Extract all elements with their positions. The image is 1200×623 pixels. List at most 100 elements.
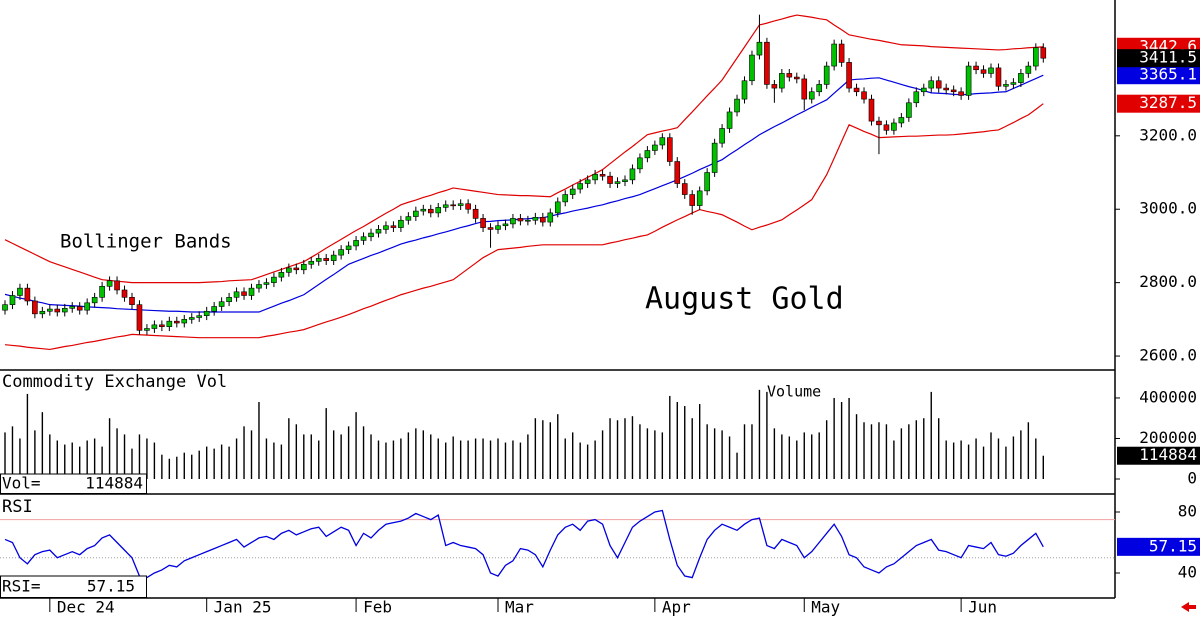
candle-body xyxy=(9,295,16,305)
candle-body xyxy=(1010,82,1017,85)
candle-body xyxy=(950,89,957,93)
candle-body xyxy=(1025,65,1032,74)
candle-body xyxy=(248,287,255,296)
candle-body xyxy=(846,62,852,89)
x-tick-label: May xyxy=(811,598,840,617)
candle-body xyxy=(76,306,83,311)
candle-body xyxy=(450,204,456,207)
candle-body xyxy=(308,261,315,265)
candle-body xyxy=(749,54,755,82)
candle-body xyxy=(1018,73,1024,83)
candle-body xyxy=(883,124,890,131)
candle-body xyxy=(32,300,38,315)
candle-body xyxy=(465,203,471,210)
y-tick-label: 80 xyxy=(1178,501,1197,520)
candle-body xyxy=(711,142,718,173)
candle-body xyxy=(756,41,763,56)
candle-body xyxy=(510,218,516,225)
bollinger-band xyxy=(4,74,1044,313)
candle-body xyxy=(540,217,546,223)
candle-body xyxy=(166,320,173,327)
x-tick-label: Feb xyxy=(363,598,392,617)
candle-body xyxy=(614,181,621,184)
candle-body xyxy=(913,91,920,104)
candle-body xyxy=(816,84,823,93)
candle-body xyxy=(278,272,285,278)
candle-body xyxy=(793,76,800,80)
candle-body xyxy=(958,91,964,96)
candle-body xyxy=(315,258,322,262)
annotation: Bollinger Bands xyxy=(60,231,232,253)
candle-body xyxy=(390,225,397,228)
candle-body xyxy=(159,324,165,327)
candle-body xyxy=(286,267,292,273)
readout-value: 57.15 xyxy=(87,577,135,596)
candle-body xyxy=(174,320,180,324)
candle-body xyxy=(823,65,830,85)
candle-body xyxy=(525,219,531,222)
candle-body xyxy=(764,41,770,85)
candle-body xyxy=(652,144,658,151)
candle-body xyxy=(838,43,845,63)
candle-body xyxy=(442,204,449,208)
candle-body xyxy=(353,240,359,247)
candle-body xyxy=(330,254,337,261)
last-value-box xyxy=(1117,446,1200,465)
candle-body xyxy=(517,218,524,222)
last-value-label: 3365.1 xyxy=(1139,65,1197,84)
y-tick-label: 3000.0 xyxy=(1139,199,1197,218)
y-tick-label: 0 xyxy=(1187,469,1197,488)
candle-body xyxy=(114,280,120,291)
candle-body xyxy=(47,308,53,312)
candle-body xyxy=(405,216,412,221)
candle-body xyxy=(584,179,591,184)
candle-body xyxy=(696,190,703,206)
candle-body xyxy=(995,67,1002,87)
candle-body xyxy=(263,282,270,285)
last-value-label: 3411.5 xyxy=(1139,48,1197,67)
candle-body xyxy=(689,194,696,206)
candle-body xyxy=(532,217,539,221)
candle-body xyxy=(577,183,583,190)
candle-body xyxy=(808,91,815,100)
candle-body xyxy=(592,174,598,181)
y-tick-label: 400000 xyxy=(1139,387,1197,406)
last-value-box xyxy=(1117,94,1200,113)
candle-body xyxy=(704,172,710,192)
candle-body xyxy=(398,219,404,228)
candle-body xyxy=(457,203,464,206)
candle-body xyxy=(943,87,949,91)
x-tick-label: Dec 24 xyxy=(57,598,115,617)
candle-body xyxy=(360,236,367,241)
x-tick-label: Jan 25 xyxy=(214,598,272,617)
readout-value: 114884 xyxy=(85,474,143,493)
candle-body xyxy=(2,304,8,311)
bollinger-band xyxy=(4,14,1044,284)
candle-body xyxy=(569,188,576,195)
candle-body xyxy=(121,289,128,298)
candle-body xyxy=(831,43,837,67)
candle-body xyxy=(861,91,867,100)
candle-body xyxy=(300,263,307,271)
candle-body xyxy=(413,210,419,217)
candle-body xyxy=(562,194,569,203)
candle-body xyxy=(868,98,875,122)
candle-body xyxy=(801,78,808,100)
candle-body xyxy=(69,306,76,309)
x-tick-label: Mar xyxy=(505,598,534,617)
candle-body xyxy=(256,284,262,289)
candle-body xyxy=(136,304,143,331)
readout-box xyxy=(0,473,147,494)
candle-body xyxy=(368,232,374,238)
candle-body xyxy=(91,297,98,304)
candle-body xyxy=(681,183,688,195)
y-tick-label: 40 xyxy=(1178,562,1197,581)
candle-body xyxy=(54,308,61,313)
last-value-label: 3287.5 xyxy=(1139,93,1197,112)
candle-body xyxy=(196,315,203,318)
candle-body xyxy=(241,291,247,296)
arrow-icon xyxy=(1181,602,1196,612)
candle-body xyxy=(383,225,389,230)
candle-body xyxy=(659,137,666,146)
